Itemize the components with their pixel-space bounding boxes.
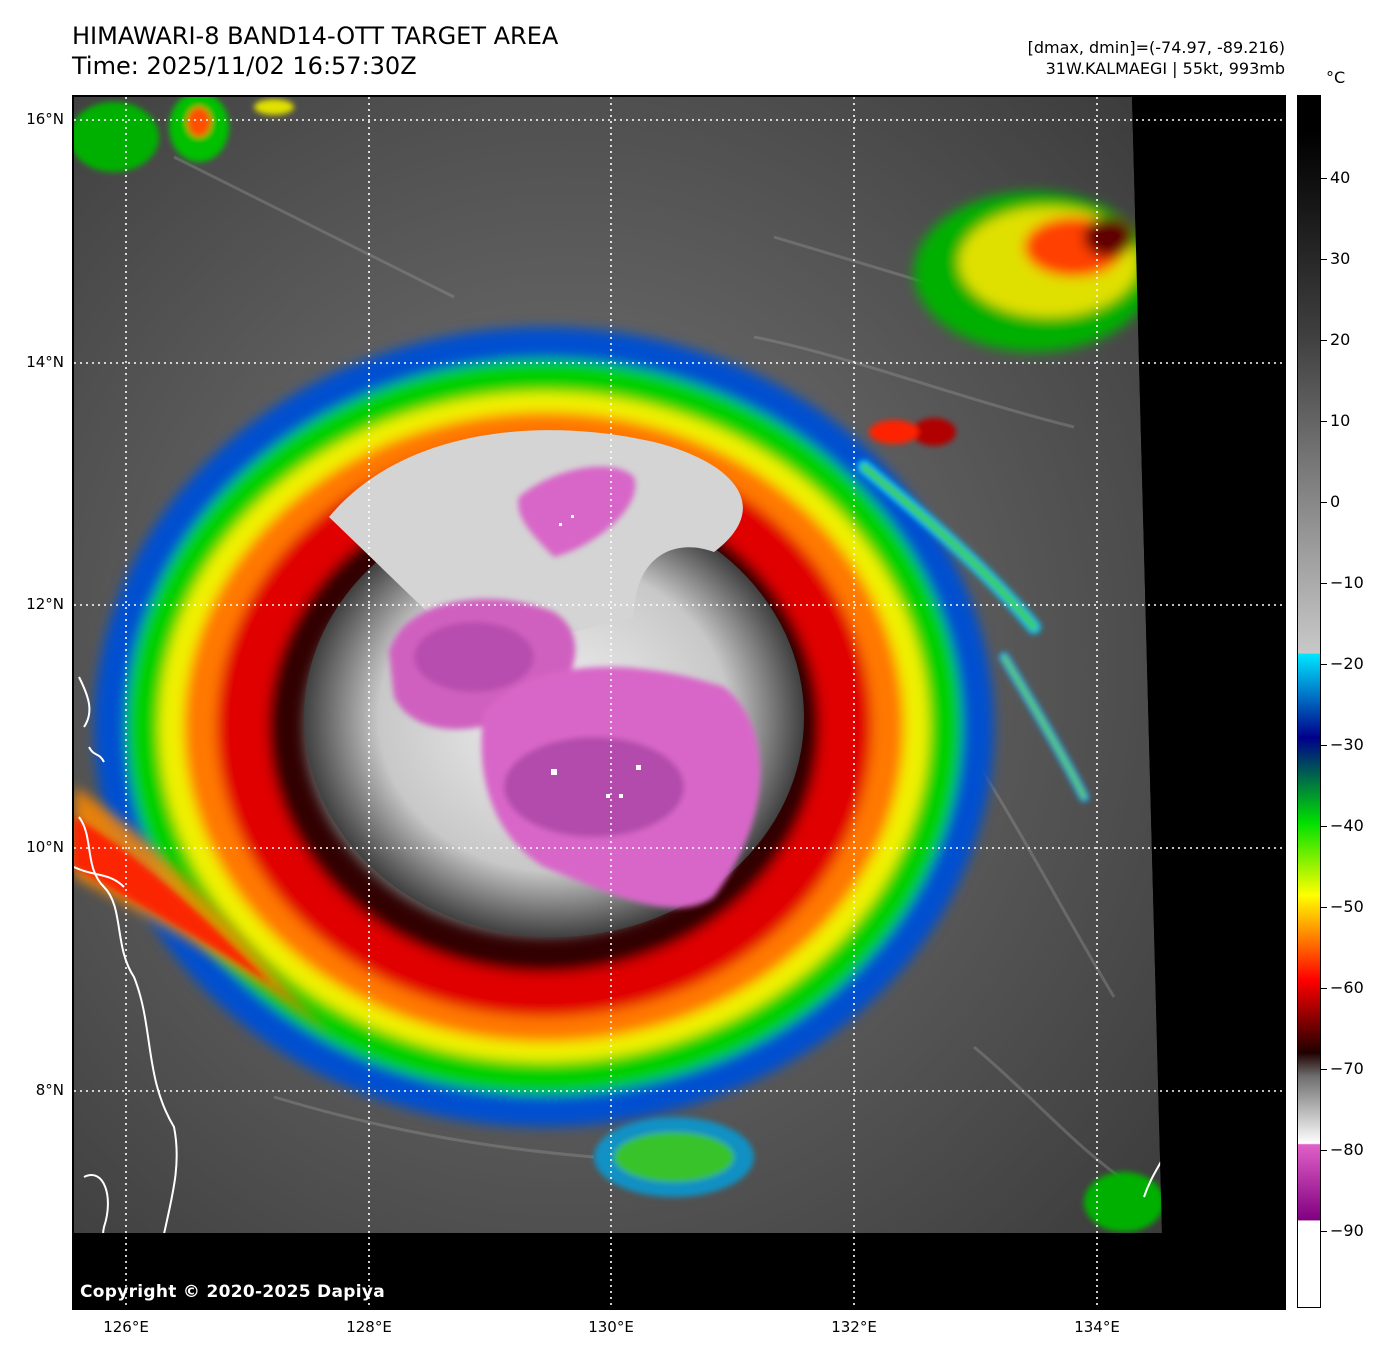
colorbar-tick-label: 0	[1330, 492, 1341, 511]
colorbar-tick-label: −20	[1330, 654, 1364, 673]
lat-label-10n: 10°N	[26, 838, 64, 856]
lon-label-130e: 130°E	[588, 1318, 634, 1336]
lat-label-12n: 12°N	[26, 595, 64, 613]
lon-label-128e: 128°E	[346, 1318, 392, 1336]
colorbar-tick	[1321, 1231, 1327, 1232]
temperature-range: [dmax, dmin]=(-74.97, -89.216)	[1027, 38, 1285, 57]
colorbar-tick	[1321, 502, 1327, 503]
colorbar-tick	[1321, 340, 1327, 341]
colorbar-tick	[1321, 988, 1327, 989]
colorbar-tick-label: 40	[1330, 168, 1351, 187]
copyright-notice: Copyright © 2020-2025 Dapiya	[80, 1282, 385, 1302]
colorbar-tick	[1321, 583, 1327, 584]
colorbar-tick-label: −90	[1330, 1221, 1364, 1240]
lat-label-14n: 14°N	[26, 353, 64, 371]
timestamp: Time: 2025/11/02 16:57:30Z	[72, 52, 417, 80]
colorbar-tick-label: 20	[1330, 330, 1351, 349]
lat-label-8n: 8°N	[35, 1081, 64, 1099]
colorbar-tick-label: 30	[1330, 249, 1351, 268]
colorbar-tick	[1321, 907, 1327, 908]
satellite-image: Copyright © 2020-2025 Dapiya	[72, 95, 1286, 1310]
lon-label-134e: 134°E	[1074, 1318, 1120, 1336]
colorbar-tick	[1321, 178, 1327, 179]
colorbar-tick	[1321, 664, 1327, 665]
colorbar-tick-label: −40	[1330, 816, 1364, 835]
colorbar-tick	[1321, 826, 1327, 827]
colorbar-tick-label: −80	[1330, 1140, 1364, 1159]
colorbar-tick-label: −10	[1330, 573, 1364, 592]
colorbar-tick	[1321, 421, 1327, 422]
colorbar-tick-label: −60	[1330, 978, 1364, 997]
colorbar-tick-label: 10	[1330, 411, 1351, 430]
colorbar	[1297, 95, 1321, 1308]
colorbar-tick	[1321, 259, 1327, 260]
colorbar-tick-label: −50	[1330, 897, 1364, 916]
lon-label-132e: 132°E	[831, 1318, 877, 1336]
colorbar-tick	[1321, 1069, 1327, 1070]
lon-label-126e: 126°E	[103, 1318, 149, 1336]
colorbar-tick-label: −70	[1330, 1059, 1364, 1078]
chart-title: HIMAWARI-8 BAND14-OTT TARGET AREA	[72, 22, 559, 50]
storm-info: 31W.KALMAEGI | 55kt, 993mb	[1045, 59, 1285, 78]
colorbar-tick	[1321, 1150, 1327, 1151]
colorbar-tick	[1321, 745, 1327, 746]
lat-label-16n: 16°N	[26, 110, 64, 128]
colorbar-unit: °C	[1326, 68, 1346, 87]
colorbar-tick-label: −30	[1330, 735, 1364, 754]
